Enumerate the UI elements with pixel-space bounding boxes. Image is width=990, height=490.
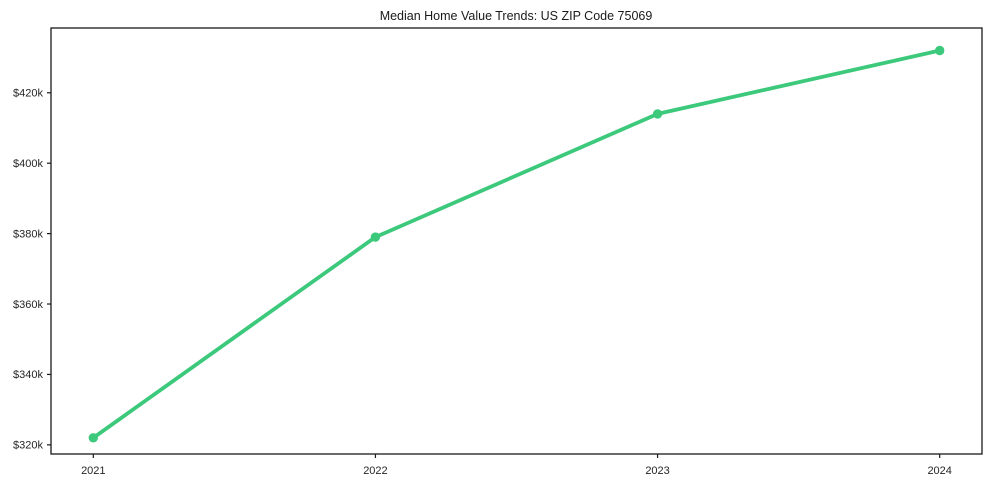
y-tick-label: $320k xyxy=(13,440,43,452)
x-tick-label: 2023 xyxy=(645,465,669,477)
trend-line xyxy=(91,48,942,440)
y-tick-label: $360k xyxy=(13,299,43,311)
y-tick-label: $340k xyxy=(13,369,43,381)
data-point-marker xyxy=(88,433,99,443)
chart-title: Median Home Value Trends: US ZIP Code 75… xyxy=(380,9,653,23)
x-tick-label: 2021 xyxy=(81,465,105,477)
data-point-marker xyxy=(935,45,945,56)
y-tick-label: $420k xyxy=(13,88,43,100)
plot-axes: $320k $340k $360k $380k $400k $420k 2021 2022 20… xyxy=(13,27,983,477)
axes-border xyxy=(50,27,983,455)
x-tick-label: 2024 xyxy=(927,465,951,477)
data-point-marker xyxy=(370,232,381,242)
trend-line-series xyxy=(88,45,945,443)
y-tick-label: $400k xyxy=(13,158,43,170)
data-point-marker xyxy=(652,109,663,119)
x-tick-label: 2022 xyxy=(363,465,387,477)
y-tick-label: $380k xyxy=(13,228,43,240)
